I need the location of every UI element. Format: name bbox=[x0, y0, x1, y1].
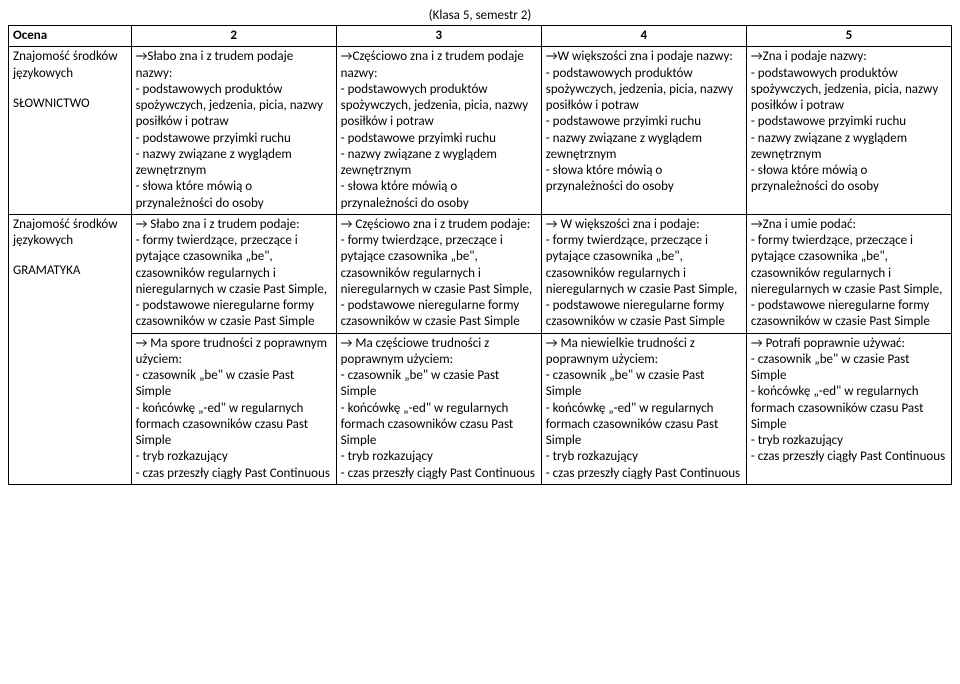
cell-slownictwo-5: →Zna i podaje nazwy:- podstawowych produ… bbox=[746, 47, 951, 215]
cell-gramatyka-b-2: → Ma spore trudności z poprawnym użyciem… bbox=[131, 333, 336, 484]
row-label-slownictwo: Znajomość środków językowych SŁOWNICTWO bbox=[9, 47, 132, 215]
label-sub: SŁOWNICTWO bbox=[13, 96, 127, 112]
row-gramatyka-b: → Ma spore trudności z poprawnym użyciem… bbox=[9, 333, 952, 484]
header-ocena: Ocena bbox=[9, 26, 132, 47]
cell-slownictwo-3: →Częściowo zna i z trudem podaje nazwy:-… bbox=[336, 47, 541, 215]
cell-gramatyka-a-3: → Częściowo zna i z trudem podaje:- form… bbox=[336, 214, 541, 333]
cell-gramatyka-b-3: → Ma częściowe trudności z poprawnym uży… bbox=[336, 333, 541, 484]
label-line: językowych bbox=[13, 66, 73, 81]
row-slownictwo: Znajomość środków językowych SŁOWNICTWO … bbox=[9, 47, 952, 215]
header-grade-5: 5 bbox=[746, 26, 951, 47]
label-line: językowych bbox=[13, 233, 73, 248]
cell-slownictwo-4: →W większości zna i podaje nazwy:- podst… bbox=[541, 47, 746, 215]
cell-slownictwo-2: →Słabo zna i z trudem podaje nazwy:- pod… bbox=[131, 47, 336, 215]
label-line: Znajomość środków bbox=[13, 49, 118, 64]
page-title: (Klasa 5, semestr 2) bbox=[8, 8, 952, 23]
criteria-table: Ocena 2 3 4 5 Znajomość środków językowy… bbox=[8, 25, 952, 485]
cell-gramatyka-b-5: → Potrafi poprawnie używać:- czasownik „… bbox=[746, 333, 951, 484]
row-gramatyka: Znajomość środków językowych GRAMATYKA →… bbox=[9, 214, 952, 333]
header-grade-2: 2 bbox=[131, 26, 336, 47]
label-sub: GRAMATYKA bbox=[13, 263, 127, 279]
header-grade-4: 4 bbox=[541, 26, 746, 47]
label-line: Znajomość środków bbox=[13, 217, 118, 232]
cell-gramatyka-a-5: →Zna i umie podać:- formy twierdzące, pr… bbox=[746, 214, 951, 333]
header-row: Ocena 2 3 4 5 bbox=[9, 26, 952, 47]
row-label-gramatyka: Znajomość środków językowych GRAMATYKA bbox=[9, 214, 132, 484]
cell-gramatyka-a-2: → Słabo zna i z trudem podaje:- formy tw… bbox=[131, 214, 336, 333]
header-grade-3: 3 bbox=[336, 26, 541, 47]
cell-gramatyka-a-4: → W większości zna i podaje:- formy twie… bbox=[541, 214, 746, 333]
cell-gramatyka-b-4: → Ma niewielkie trudności z poprawnym uż… bbox=[541, 333, 746, 484]
